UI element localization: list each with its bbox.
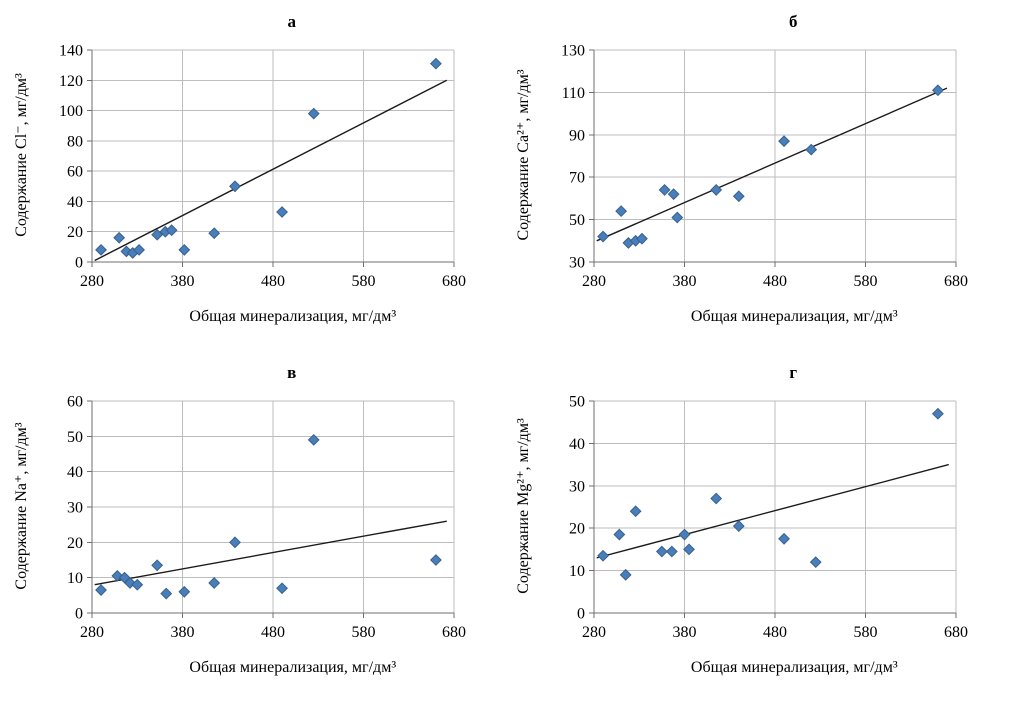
svg-text:50: 50: [67, 428, 83, 445]
svg-text:20: 20: [67, 224, 83, 241]
svg-text:10: 10: [569, 563, 585, 580]
svg-text:130: 130: [561, 43, 585, 60]
svg-text:30: 30: [569, 478, 585, 495]
svg-text:40: 40: [67, 194, 83, 211]
chart-b-plot-canvas: 280 380 480 580 680 30 50 70 90 110 130: [561, 43, 968, 291]
chart-b-y-axis-title: Содержание Ca²⁺, мг/дм³: [508, 40, 538, 308]
svg-text:50: 50: [569, 393, 585, 410]
chart-b-body: Содержание Ca²⁺, мг/дм³ 280 380 480 580 680 3…: [508, 40, 1010, 308]
svg-text:680: 680: [944, 273, 968, 290]
svg-text:680: 680: [442, 624, 466, 641]
svg-text:80: 80: [67, 133, 83, 150]
chart-g-plot-canvas: 280 380 480 580 680 0 10 20 30 40 50: [569, 393, 968, 641]
svg-text:30: 30: [67, 499, 83, 516]
svg-text:140: 140: [59, 43, 83, 60]
svg-text:680: 680: [944, 624, 968, 641]
chart-v-title: в: [287, 362, 297, 382]
svg-text:480: 480: [763, 273, 787, 290]
chart-b: б Содержание Ca²⁺, мг/дм³ 280 380 480 580 68…: [508, 4, 1010, 355]
chart-v-y-axis-title: Содержание Na⁺, мг/дм³: [6, 391, 36, 659]
svg-text:480: 480: [261, 273, 285, 290]
chart-a-y-axis-title: Содержание Cl⁻, мг/дм³: [6, 40, 36, 308]
chart-g-body: Содержание Mg²⁺, мг/дм³ 280 380 480 580 680 0…: [508, 391, 1010, 659]
svg-text:0: 0: [577, 605, 585, 622]
chart-a-y-axis-title-text: Содержание Cl⁻, мг/дм³: [13, 73, 30, 238]
chart-g-x-axis-title: Общая минерализация, мг/дм³: [690, 658, 898, 676]
chart-a-x-axis-title: Общая минерализация, мг/дм³: [189, 308, 397, 325]
svg-text:90: 90: [569, 127, 585, 144]
chart-g: г Содержание Mg²⁺, мг/дм³ 280 380 480 580 68…: [508, 355, 1010, 706]
svg-text:380: 380: [672, 624, 696, 641]
svg-text:60: 60: [67, 164, 83, 181]
svg-text:110: 110: [561, 85, 584, 102]
chart-v: в Содержание Na⁺, мг/дм³ 280 380 480 580 680…: [6, 355, 508, 706]
svg-text:380: 380: [171, 624, 195, 641]
chart-v-y-axis-title-text: Содержание Na⁺, мг/дм³: [13, 422, 30, 590]
chart-a-body: Содержание Cl⁻, мг/дм³ 280 380 480 580 680 0 2…: [6, 40, 508, 308]
svg-text:100: 100: [59, 103, 83, 120]
chart-v-x-axis-title: Общая минерализация, мг/дм³: [189, 658, 397, 676]
chart-b-title: б: [789, 12, 798, 31]
svg-text:20: 20: [67, 534, 83, 551]
chart-b-x-axis-title: Общая минерализация, мг/дм³: [690, 308, 898, 325]
svg-text:120: 120: [59, 73, 83, 90]
svg-text:680: 680: [442, 273, 466, 290]
svg-text:580: 580: [853, 273, 877, 290]
svg-text:60: 60: [67, 393, 83, 410]
chart-v-plot-canvas: 280 380 480 580 680 0 10 20 30 40 50 60: [67, 393, 466, 641]
chart-b-y-axis-title-text: Содержание Ca²⁺, мг/дм³: [514, 69, 532, 241]
chart-g-y-axis-title-text: Содержание Mg²⁺, мг/дм³: [514, 417, 532, 594]
chart-a-title: а: [287, 12, 297, 31]
svg-text:0: 0: [75, 605, 83, 622]
chart-a-plot-canvas: 280 380 480 580 680 0 20 40 60 80 100 120 140: [59, 43, 466, 291]
svg-text:380: 380: [171, 273, 195, 290]
chart-v-body: Содержание Na⁺, мг/дм³ 280 380 480 580 680 0 1…: [6, 391, 508, 659]
svg-text:0: 0: [75, 255, 83, 272]
svg-text:280: 280: [80, 624, 104, 641]
svg-text:280: 280: [80, 273, 104, 290]
svg-text:10: 10: [67, 570, 83, 587]
svg-text:40: 40: [569, 435, 585, 452]
svg-text:50: 50: [569, 212, 585, 229]
svg-text:380: 380: [672, 273, 696, 290]
svg-text:40: 40: [67, 464, 83, 481]
chart-a: а Содержание Cl⁻, мг/дм³ 280 380 480 580 680…: [6, 4, 508, 355]
svg-text:580: 580: [352, 273, 376, 290]
svg-text:580: 580: [352, 624, 376, 641]
chart-g-title: г: [789, 362, 798, 382]
svg-text:20: 20: [569, 520, 585, 537]
svg-text:30: 30: [569, 255, 585, 272]
chart-g-y-axis-title: Содержание Mg²⁺, мг/дм³: [508, 391, 538, 659]
svg-text:480: 480: [261, 624, 285, 641]
svg-text:280: 280: [582, 624, 606, 641]
svg-text:70: 70: [569, 170, 585, 187]
svg-text:580: 580: [853, 624, 877, 641]
svg-text:280: 280: [582, 273, 606, 290]
svg-text:480: 480: [763, 624, 787, 641]
